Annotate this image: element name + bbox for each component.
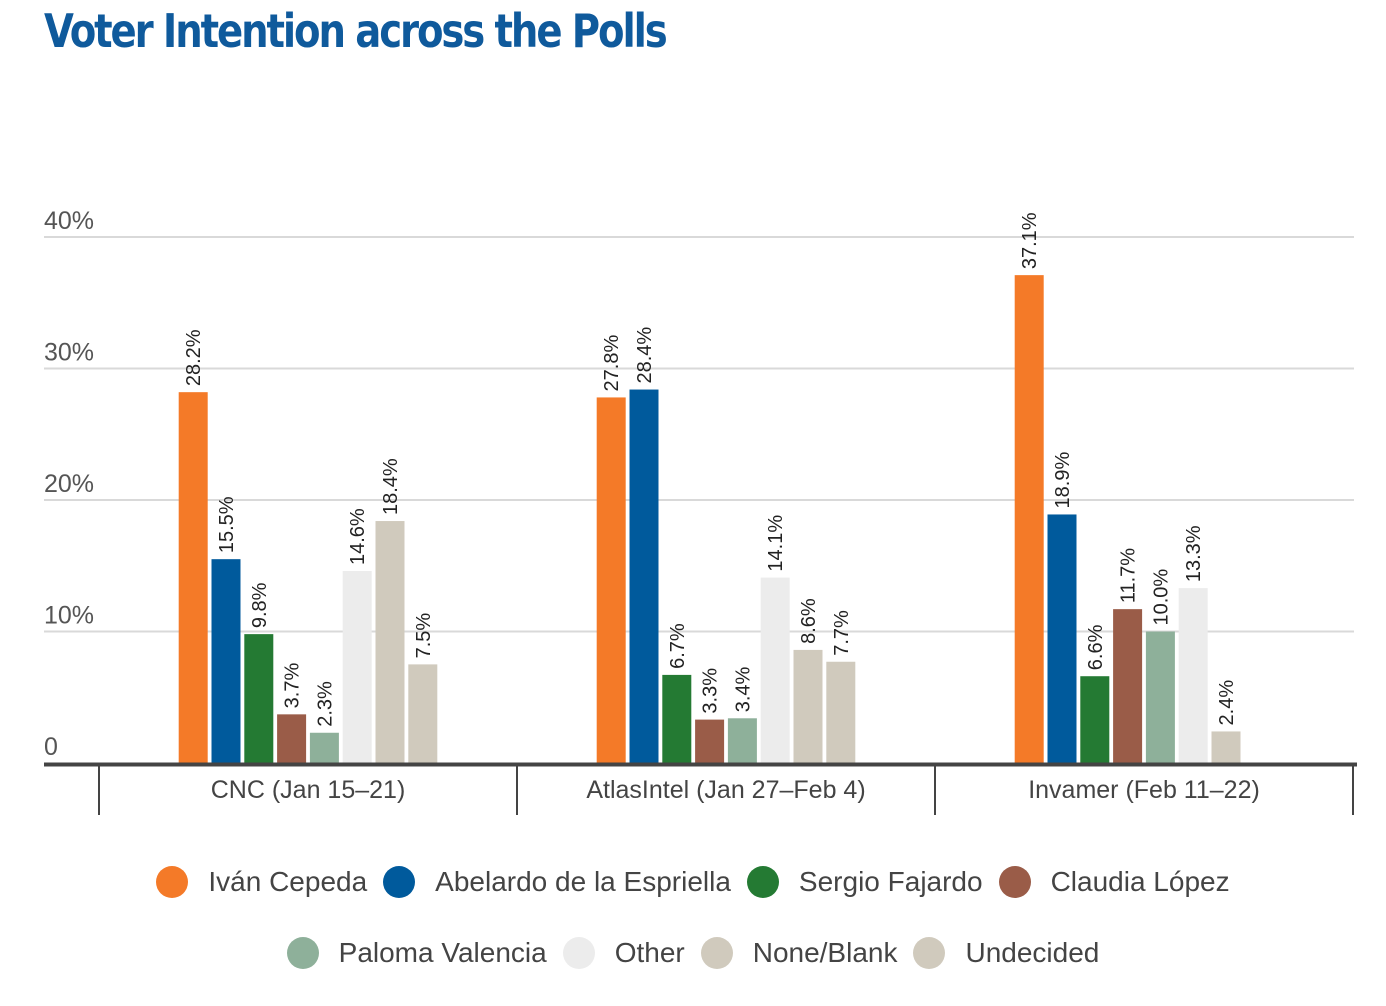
bar (244, 634, 274, 763)
bar (596, 397, 626, 763)
bar (1145, 631, 1175, 763)
legend-label: Other (614, 937, 685, 968)
bar (1080, 676, 1110, 763)
data-label: 11.7% (1118, 548, 1140, 603)
x-tick-label: AtlasIntel (Jan 27–Feb 4) (586, 776, 865, 804)
data-label: 37.1% (1019, 212, 1041, 269)
legend-item[interactable]: Other (562, 937, 685, 969)
data-label: 18.9% (1052, 452, 1074, 509)
y-tick-label: 40% (44, 207, 94, 235)
legend-swatch-icon (562, 937, 595, 969)
bar (826, 661, 856, 763)
legend-item[interactable]: Iván Cepeda (156, 866, 367, 898)
bar (342, 571, 372, 763)
chart-title: Voter Intention across the Polls (44, 4, 668, 58)
x-tick-label: CNC (Jan 15–21) (211, 776, 406, 804)
bar-chart: 0 10% 20% 30% 40% 28.2% 15.5% 9.8% 3.7% 2.3% 14.6… (44, 207, 1357, 815)
data-label: 14.6% (347, 508, 369, 565)
bar (277, 714, 307, 763)
legend-swatch-icon (998, 866, 1031, 898)
data-label: 14.1% (765, 515, 787, 572)
legend-label: None/Blank (752, 937, 898, 968)
data-label: 2.4% (1216, 680, 1238, 726)
legend-swatch-icon (746, 866, 779, 898)
data-label: 27.8% (601, 335, 623, 392)
bar (1178, 588, 1208, 763)
bar (1014, 275, 1044, 763)
data-label: 18.4% (380, 458, 402, 515)
legend-label: Undecided (965, 937, 1100, 968)
legend-item[interactable]: Claudia López (998, 866, 1230, 898)
legend-label: Claudia López (1050, 866, 1230, 897)
data-label: 28.4% (634, 327, 656, 384)
legend-swatch-icon (913, 937, 946, 969)
x-axis: CNC (Jan 15–21) AtlasIntel (Jan 27–Feb 4)… (44, 762, 1357, 815)
legend-item[interactable]: None/Blank (700, 937, 898, 969)
legend-label: Sergio Fajardo (798, 866, 983, 897)
data-label: 3.3% (700, 668, 722, 714)
legend-label: Abelardo de la Espriella (435, 866, 731, 897)
legend-swatch-icon (700, 937, 733, 969)
data-label: 3.7% (282, 663, 304, 709)
x-tick-label: Invamer (Feb 11–22) (1028, 776, 1260, 804)
legend-item[interactable]: Paloma Valencia (286, 937, 547, 969)
y-axis-ticks: 0 10% 20% 30% 40% (44, 207, 94, 761)
data-label: 9.8% (249, 582, 271, 628)
bar (662, 674, 692, 763)
legend-label: Paloma Valencia (338, 937, 547, 968)
legend-item[interactable]: Sergio Fajardo (746, 866, 983, 898)
bar (408, 664, 438, 763)
data-label: 28.2% (183, 329, 205, 386)
data-label: 3.4% (732, 666, 754, 712)
bar (178, 392, 208, 763)
legend-label: Iván Cepeda (208, 866, 368, 897)
y-tick-label: 30% (44, 339, 94, 367)
bar (793, 649, 823, 763)
legend-item[interactable]: Undecided (913, 937, 1099, 969)
legend-swatch-icon (286, 937, 319, 969)
data-label: 7.7% (831, 610, 853, 656)
y-tick-label: 20% (44, 470, 94, 498)
legend-swatch-icon (383, 866, 416, 898)
data-labels: 28.2% 15.5% 9.8% 3.7% 2.3% 14.6% 18.4% 7.5% 27.8… (183, 212, 1238, 727)
legend-row-1: Iván Cepeda Abelardo de la Espriella Ser… (0, 866, 1386, 898)
data-label: 6.7% (667, 623, 689, 669)
bar (309, 732, 339, 763)
data-label: 6.6% (1085, 624, 1107, 670)
legend-row-2: Paloma Valencia Other None/Blank Undecid… (0, 937, 1386, 969)
bar (375, 521, 405, 763)
data-label: 8.6% (798, 598, 820, 644)
bar (1211, 731, 1241, 763)
bar (695, 719, 725, 763)
bar (1113, 609, 1143, 763)
bar (727, 718, 757, 763)
bars (178, 275, 1241, 763)
bar (629, 389, 659, 763)
data-label: 2.3% (314, 681, 336, 727)
data-label: 10.0% (1150, 569, 1172, 626)
y-tick-label: 0 (44, 733, 58, 761)
bar (760, 577, 790, 763)
legend-swatch-icon (156, 866, 189, 898)
bar (211, 559, 241, 763)
y-tick-label: 10% (44, 602, 94, 630)
bar (1047, 514, 1077, 763)
data-label: 13.3% (1183, 525, 1205, 582)
data-label: 15.5% (216, 496, 238, 553)
data-label: 7.5% (413, 613, 435, 659)
legend-item[interactable]: Abelardo de la Espriella (383, 866, 731, 898)
